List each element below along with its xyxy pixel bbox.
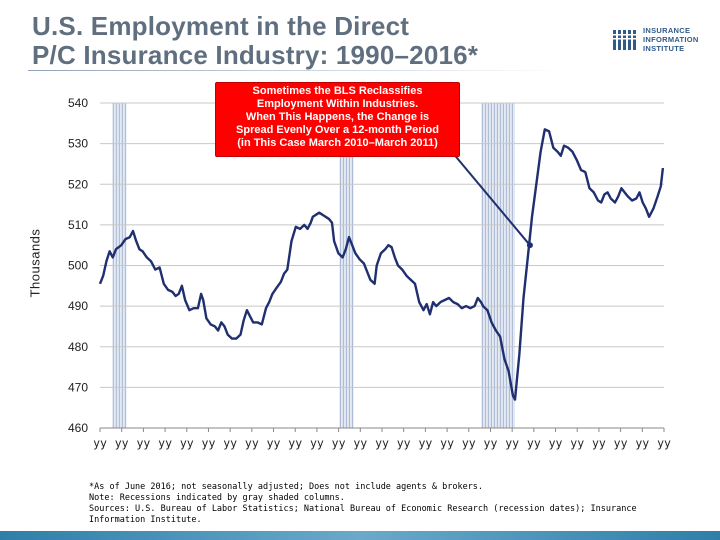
x-tick-label: yy: [353, 436, 367, 450]
callout-line-2: Employment Within Industries.: [256, 98, 419, 110]
callout-line-3: When This Happens, the Change is: [245, 111, 430, 123]
title-divider: [28, 70, 568, 71]
x-tick-label: yy: [310, 436, 324, 450]
x-tick-label: yy: [158, 436, 172, 450]
x-tick-label: yy: [245, 436, 259, 450]
x-tick-label: yy: [592, 436, 606, 450]
footnotes: *As of June 2016; not seasonally adjuste…: [89, 482, 689, 526]
employment-series-line: [98, 128, 665, 401]
x-tick-label: yy: [288, 436, 302, 450]
x-tick-label: yy: [397, 436, 411, 450]
callout-line-1: Sometimes the BLS Reclassifies: [252, 85, 423, 97]
logo-line-1: INSURANCE: [643, 26, 691, 35]
x-tick-label: yy: [202, 436, 216, 450]
x-tick-label: yy: [115, 436, 129, 450]
x-tick-label: yy: [657, 436, 671, 450]
y-tick-label: 540: [68, 96, 88, 110]
y-tick-label: 490: [68, 299, 88, 313]
x-tick-label: yy: [375, 436, 389, 450]
x-tick-label: yy: [136, 436, 150, 450]
callout-line-5: (in This Case March 2010–March 2011): [237, 137, 438, 149]
x-tick-label: yy: [462, 436, 476, 450]
bottom-accent-bar: [0, 531, 720, 540]
title-line-1: U.S. Employment in the Direct: [32, 11, 410, 41]
callout-pointer: [451, 151, 531, 246]
iii-logo-mark-icon: [612, 30, 638, 50]
x-tick-label: yy: [549, 436, 563, 450]
y-tick-label: 480: [68, 340, 88, 354]
chart-title: U.S. Employment in the Direct P/C Insura…: [32, 12, 478, 70]
footnote-sources: Sources: U.S. Bureau of Labor Statistics…: [89, 504, 637, 525]
x-tick-label: yy: [180, 436, 194, 450]
x-tick-label: yy: [332, 436, 346, 450]
y-tick-label: 510: [68, 218, 88, 232]
iii-logo-text: INSURANCE INFORMATION INSTITUTE: [643, 26, 699, 53]
x-tick-label: yy: [570, 436, 584, 450]
x-tick-label: yy: [614, 436, 628, 450]
y-tick-label: 500: [68, 259, 88, 273]
y-tick-label: 530: [68, 137, 88, 151]
x-tick-label: yy: [527, 436, 541, 450]
callout-pointer-dot: [526, 242, 533, 249]
x-tick-label: yy: [93, 436, 107, 450]
x-tick-label: yy: [484, 436, 498, 450]
footnote-recessions: Note: Recessions indicated by gray shade…: [89, 493, 345, 503]
y-tick-label: 470: [68, 380, 88, 394]
y-tick-label: 460: [68, 421, 88, 435]
reclassification-callout: Sometimes the BLS Reclassifies Employmen…: [215, 82, 460, 157]
x-tick-label: yy: [267, 436, 281, 450]
footnote-asterisk: *As of June 2016; not seasonally adjuste…: [89, 482, 484, 492]
title-line-2: P/C Insurance Industry: 1990–2016*: [32, 40, 479, 70]
x-tick-label: yy: [635, 436, 649, 450]
callout-line-4: Spread Evenly Over a 12-month Period: [236, 124, 439, 136]
x-tick-label: yy: [223, 436, 237, 450]
x-tick-label: yy: [505, 436, 519, 450]
x-tick-label: yy: [440, 436, 454, 450]
x-tick-label: yy: [418, 436, 432, 450]
y-tick-label: 520: [68, 177, 88, 191]
logo-line-3: INSTITUTE: [643, 44, 685, 53]
logo-line-2: INFORMATION: [643, 35, 699, 44]
iii-logo: INSURANCE INFORMATION INSTITUTE: [612, 24, 704, 56]
y-axis-label: Thousands: [27, 228, 43, 298]
